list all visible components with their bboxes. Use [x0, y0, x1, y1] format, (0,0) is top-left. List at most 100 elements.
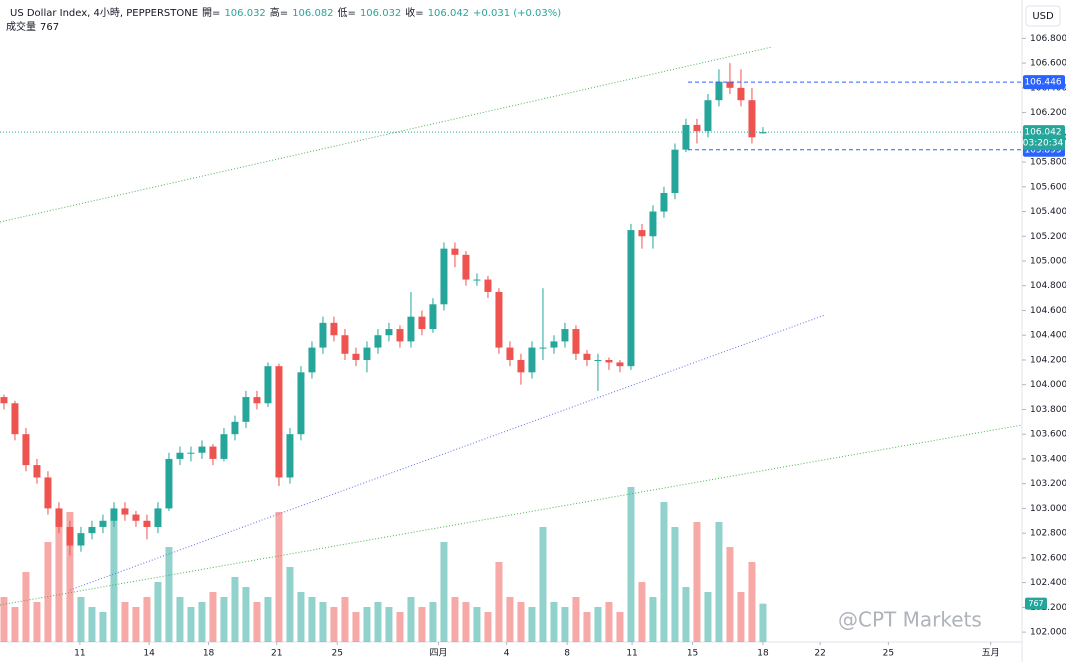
volume-bar — [748, 562, 756, 642]
volume-bar — [627, 487, 635, 642]
candle-body — [308, 347, 316, 373]
candle-body — [33, 465, 41, 478]
volume-bar — [473, 607, 481, 642]
price-label: 106.446 — [1024, 78, 1061, 88]
volume-bar — [33, 602, 41, 642]
candle-body — [374, 335, 382, 348]
volume-bar — [154, 582, 162, 642]
y-tick-label: 104.000 — [1030, 380, 1066, 390]
volume-bar — [484, 612, 492, 642]
readout-value: 106.042 — [428, 8, 469, 19]
volume-bar — [187, 607, 195, 642]
currency-button[interactable] — [1025, 5, 1061, 27]
volume-bar — [55, 527, 63, 642]
x-tick-label: 五月 — [982, 648, 1000, 659]
candle-body — [451, 248, 459, 255]
y-tick-label: 106.800 — [1030, 34, 1066, 44]
candle-body — [121, 508, 129, 515]
volume-bar — [330, 607, 338, 642]
volume-bar — [374, 602, 382, 642]
volume-bar — [385, 607, 393, 642]
volume-bar — [11, 607, 19, 642]
readout-value: 106.082 — [292, 8, 333, 19]
candle-body — [220, 434, 228, 459]
candle-body — [187, 452, 195, 454]
candle-body — [198, 446, 206, 453]
volume-bar — [132, 607, 140, 642]
candle-body — [396, 329, 404, 342]
candle-body — [275, 366, 283, 478]
candle-body — [330, 322, 338, 336]
x-tick-label: 18 — [757, 649, 769, 659]
currency[interactable]: USD — [1032, 11, 1054, 22]
x-tick-label: 11 — [74, 649, 85, 659]
countdown: 03:20:34 — [1023, 139, 1064, 149]
volume-bar — [308, 597, 316, 642]
volume-bar — [451, 597, 459, 642]
volume-bar — [407, 597, 415, 642]
volume-bar — [506, 597, 514, 642]
candle-body — [682, 124, 690, 150]
volume-bar — [110, 517, 118, 642]
y-tick-label: 103.600 — [1030, 430, 1066, 440]
volume-label: 成交量 — [6, 20, 36, 33]
candle-body — [0, 397, 8, 404]
volume-bar — [726, 547, 734, 642]
volume-bar — [649, 597, 657, 642]
volume-bar — [275, 512, 283, 642]
y-tick-label: 106.600 — [1030, 59, 1066, 69]
y-tick-label: 102.000 — [1030, 628, 1066, 638]
y-tick-label: 104.800 — [1030, 281, 1066, 291]
candle-body — [22, 434, 30, 466]
candle-body — [594, 359, 602, 361]
candle-body — [407, 316, 415, 342]
y-tick-label: 103.400 — [1030, 454, 1066, 464]
candle-body — [440, 248, 448, 305]
volume-bar — [286, 567, 294, 642]
candle-body — [671, 149, 679, 193]
volume-bar — [165, 547, 173, 642]
volume-value: 767 — [40, 22, 59, 33]
candle-body — [418, 316, 426, 330]
candle-body — [429, 304, 437, 330]
readout-label: 收= — [405, 6, 423, 19]
volume-bar — [297, 592, 305, 642]
trend-line — [0, 424, 1023, 606]
candle-body — [572, 329, 580, 354]
volume-bar — [759, 603, 767, 642]
volume-bar — [671, 527, 679, 642]
volume-bar — [264, 597, 272, 642]
volume-bar — [583, 612, 591, 642]
volume-bar — [319, 602, 327, 642]
volume-bar — [440, 542, 448, 642]
x-tick-label: 11 — [626, 649, 637, 659]
volume-bar — [715, 522, 723, 642]
x-tick-label: 四月 — [429, 648, 447, 659]
volume-bar — [396, 612, 404, 642]
candle-body — [143, 520, 151, 527]
candle-body — [110, 508, 118, 521]
volume-bar — [539, 527, 547, 642]
volume-axis-box — [1025, 597, 1047, 610]
header: US Dollar Index, 4小時, PEPPERSTONE 開= 106.0… — [10, 6, 561, 19]
candle-body — [297, 372, 305, 435]
candle-body — [627, 230, 635, 367]
x-tick-label: 21 — [271, 649, 282, 659]
volume-bar — [99, 612, 107, 642]
x-tick-label: 8 — [564, 649, 570, 659]
x-tick-label: 15 — [687, 649, 698, 659]
candle-body — [748, 100, 756, 138]
readout-value: 106.032 — [360, 8, 401, 19]
volume-bar — [572, 597, 580, 642]
candle-body — [693, 124, 701, 132]
x-tick-label: 25 — [332, 649, 343, 659]
candle-body — [605, 359, 613, 363]
volume-bar — [561, 607, 569, 642]
y-tick-label: 104.400 — [1030, 331, 1066, 341]
candle-body — [264, 366, 272, 404]
candle-body — [319, 322, 327, 348]
candle-body — [209, 446, 217, 459]
candle-body — [649, 211, 657, 237]
volume-bar — [341, 597, 349, 642]
